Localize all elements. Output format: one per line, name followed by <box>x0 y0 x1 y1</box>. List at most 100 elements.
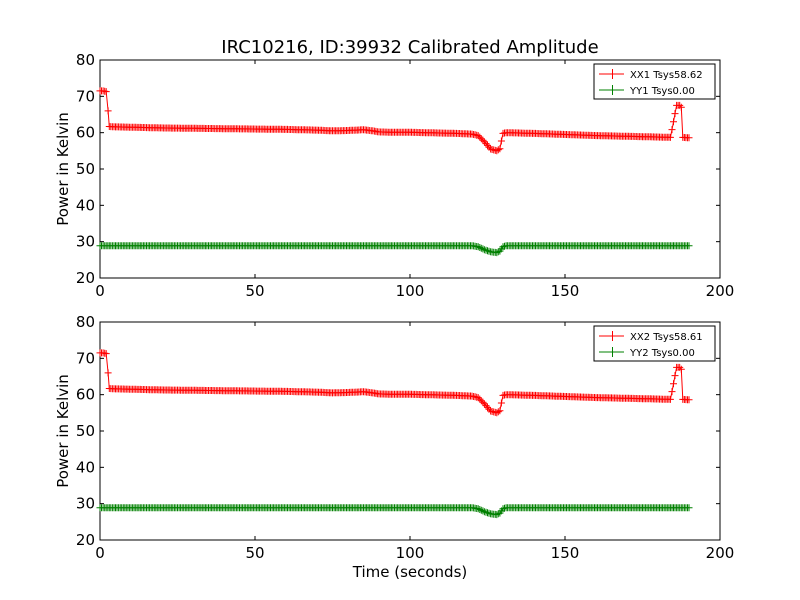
data-point-bottom-0-41 <box>688 399 690 401</box>
data-point-bottom-1-12 <box>471 507 473 509</box>
data-point-top-1-7 <box>316 245 318 247</box>
legend-label-xx1: XX1 Tsys58.62 <box>630 70 703 81</box>
ticks-bottom: 0 50 100 150 200 20 30 40 50 60 70 80 <box>76 313 734 562</box>
data-point-top-1-9 <box>378 245 380 247</box>
data-point-bottom-1-25 <box>688 507 690 509</box>
data-point-bottom-1-2 <box>161 507 163 509</box>
y-tick-label-bottom-3: 50 <box>76 422 95 440</box>
data-point-bottom-1-23 <box>626 507 628 509</box>
data-point-bottom-1-4 <box>223 507 225 509</box>
y-tick-label-top-2: 40 <box>76 196 95 214</box>
legend-label-yy2: YY2 Tsys0.00 <box>629 348 695 359</box>
legend-box-bottom <box>593 325 716 362</box>
y-tick-label-bottom-4: 60 <box>76 386 95 404</box>
data-point-top-0-24 <box>483 141 485 143</box>
data-point-bottom-0-4 <box>108 388 110 389</box>
legend-marker-xx1 <box>607 69 618 79</box>
data-point-bottom-0-12 <box>316 391 318 393</box>
data-point-bottom-1-19 <box>505 507 507 509</box>
legend-label-yy1: YY1 Tsys0.00 <box>629 86 695 97</box>
data-point-top-0-20 <box>440 132 442 134</box>
legend-box-top <box>593 63 716 100</box>
legend-marker-yy1 <box>607 85 618 95</box>
data-point-bottom-0-30 <box>533 394 535 396</box>
data-point-bottom-0-17 <box>378 393 380 395</box>
data-point-bottom-1-14 <box>483 511 485 513</box>
data-point-top-0-17 <box>378 131 380 133</box>
data-point-bottom-0-24 <box>483 403 485 405</box>
x-axis-label-bottom: Time (seconds) <box>352 563 468 581</box>
legend-marker-xx2 <box>607 331 618 341</box>
data-point-bottom-1-3 <box>192 507 194 509</box>
y-tick-label-bottom-6: 80 <box>76 313 95 331</box>
data-point-top-0-39 <box>680 106 682 108</box>
data-point-top-0-32 <box>595 135 597 137</box>
ticks-top: 0 50 100 150 200 20 30 40 50 60 70 80 <box>76 51 734 300</box>
data-point-bottom-0-1 <box>102 352 104 354</box>
data-point-top-1-20 <box>533 245 535 247</box>
data-point-top-0-26 <box>496 150 498 152</box>
data-point-bottom-0-37 <box>676 366 678 368</box>
data-point-bottom-0-15 <box>363 391 364 393</box>
data-point-bottom-1-0 <box>99 507 101 509</box>
legend-bottom: XX2 Tsys58.61 YY2 Tsys0.00 <box>593 325 716 362</box>
data-point-top-1-21 <box>564 245 566 247</box>
data-point-top-0-15 <box>363 129 364 131</box>
data-point-bottom-0-21 <box>456 394 457 396</box>
data-point-top-1-5 <box>254 245 256 247</box>
data-point-top-1-12 <box>471 245 473 247</box>
legend-label-xx2: XX2 Tsys58.61 <box>630 332 703 343</box>
data-point-bottom-1-20 <box>533 507 535 509</box>
data-point-top-1-17 <box>499 250 501 252</box>
data-point-top-0-14 <box>347 130 349 131</box>
y-tick-label-bottom-1: 30 <box>76 495 95 513</box>
data-point-top-1-4 <box>223 245 225 247</box>
subplot-top: Power in Kelvin 0 50 100 150 200 20 30 40 50 60 70… <box>54 51 734 300</box>
y-tick-label-top-6: 80 <box>76 51 95 69</box>
data-point-top-0-40 <box>682 136 684 138</box>
data-point-top-0-28 <box>502 132 504 134</box>
data-point-bottom-0-18 <box>394 393 395 395</box>
data-point-bottom-1-24 <box>657 507 659 509</box>
data-point-top-1-14 <box>483 249 485 251</box>
data-point-bottom-0-7 <box>161 389 163 391</box>
data-point-bottom-1-9 <box>378 507 380 509</box>
x-tick-label-top-2: 100 <box>396 282 425 300</box>
data-point-top-0-31 <box>564 134 566 135</box>
data-point-bottom-0-39 <box>680 368 682 370</box>
data-point-bottom-0-14 <box>347 392 349 393</box>
y-tick-label-bottom-0: 20 <box>76 531 95 549</box>
data-point-top-1-22 <box>595 245 597 247</box>
x-tick-label-top-4: 200 <box>706 282 735 300</box>
data-point-bottom-0-26 <box>496 412 498 414</box>
data-point-bottom-1-16 <box>496 514 498 516</box>
y-tick-label-top-3: 50 <box>76 160 95 178</box>
data-point-top-1-2 <box>161 245 163 247</box>
data-point-top-0-41 <box>688 137 690 139</box>
data-point-top-0-2 <box>105 91 107 93</box>
data-point-bottom-0-16 <box>372 392 374 394</box>
y-tick-label-top-5: 70 <box>76 87 95 105</box>
data-point-bottom-0-38 <box>679 366 681 368</box>
data-point-bottom-1-7 <box>316 507 318 509</box>
y-tick-label-top-0: 20 <box>76 269 95 287</box>
x-tick-label-bottom-4: 200 <box>706 544 735 562</box>
data-point-bottom-0-5 <box>115 388 116 390</box>
data-point-bottom-0-35 <box>669 398 671 400</box>
data-point-bottom-0-13 <box>332 392 333 394</box>
data-point-bottom-0-32 <box>595 397 597 399</box>
data-point-bottom-0-2 <box>105 353 107 355</box>
data-point-top-0-36 <box>673 121 674 123</box>
data-point-top-1-25 <box>688 245 690 247</box>
data-point-top-0-37 <box>676 104 678 106</box>
data-point-bottom-1-21 <box>564 507 566 509</box>
data-point-bottom-1-11 <box>440 507 442 509</box>
data-point-top-0-10 <box>254 128 256 130</box>
data-point-bottom-1-6 <box>285 507 287 509</box>
data-point-bottom-0-9 <box>223 390 225 392</box>
data-point-top-0-4 <box>108 126 110 127</box>
data-point-bottom-1-22 <box>595 507 597 509</box>
data-point-bottom-1-13 <box>477 508 479 510</box>
x-tick-label-top-1: 50 <box>245 282 264 300</box>
data-point-top-1-3 <box>192 245 194 247</box>
